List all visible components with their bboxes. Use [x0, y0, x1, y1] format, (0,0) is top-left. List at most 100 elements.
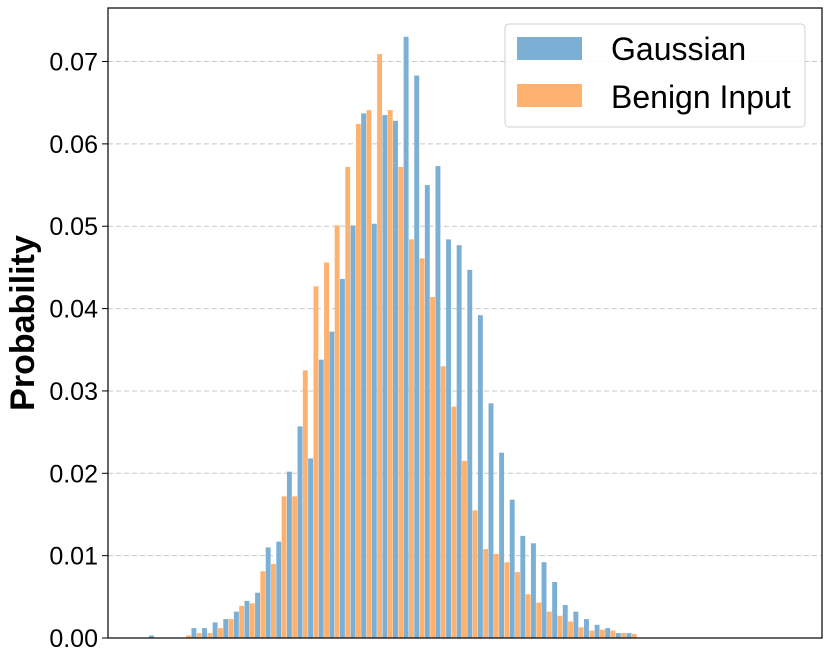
- bar-gaussian: [149, 635, 154, 638]
- bar-gaussian: [530, 543, 536, 638]
- bar-gaussian: [477, 315, 483, 638]
- bar-gaussian: [393, 120, 398, 638]
- bar-gaussian: [509, 499, 515, 638]
- bar-benign-input: [557, 615, 563, 638]
- bar-gaussian: [435, 166, 441, 638]
- bar-benign-input: [419, 258, 425, 638]
- bar-benign-input: [366, 110, 372, 639]
- bar-benign-input: [536, 602, 542, 638]
- y-tick-label: 0.00: [49, 625, 98, 653]
- bar-gaussian: [212, 622, 218, 638]
- bar-gaussian: [318, 359, 324, 638]
- bar-gaussian: [573, 611, 579, 638]
- bar-benign-input: [239, 605, 245, 638]
- bar-benign-input: [504, 562, 510, 638]
- bar-benign-input: [345, 166, 351, 638]
- bar-gaussian: [446, 239, 451, 638]
- bar-benign-input: [483, 549, 489, 638]
- bar-benign-input: [228, 619, 234, 638]
- plot-frame: [107, 7, 823, 639]
- bar-gaussian: [467, 269, 473, 638]
- bar-benign-input: [249, 603, 255, 638]
- y-axis-label: Probability: [4, 235, 42, 411]
- bar-gaussian: [339, 278, 345, 638]
- y-tick-label: 0.01: [49, 543, 98, 571]
- bar-benign-input: [281, 496, 287, 638]
- bar-benign-input: [387, 110, 393, 639]
- bar-benign-input: [546, 611, 552, 638]
- bar-benign-input: [292, 496, 298, 638]
- bar-gaussian: [626, 633, 632, 638]
- bar-gaussian: [329, 331, 335, 638]
- legend: Gaussian Benign Input: [504, 23, 806, 128]
- bar-benign-input: [462, 460, 467, 638]
- bar-gaussian: [382, 115, 388, 638]
- bar-benign-input: [525, 594, 531, 638]
- legend-label-gaussian: Gaussian: [611, 31, 746, 67]
- bar-gaussian: [594, 624, 600, 638]
- bar-benign-input: [578, 627, 584, 638]
- y-tick-label: 0.02: [49, 460, 98, 488]
- bar-gaussian: [520, 535, 526, 638]
- bar-gaussian: [371, 223, 377, 638]
- bar-benign-input: [631, 633, 637, 638]
- bar-gaussian: [488, 403, 494, 638]
- bar-benign-input: [621, 633, 627, 638]
- bar-benign-input: [430, 297, 436, 638]
- bar-gaussian: [265, 547, 271, 638]
- bar-gaussian: [605, 628, 611, 638]
- bar-benign-input: [271, 563, 276, 638]
- legend-label-benign-input: Benign Input: [611, 79, 791, 115]
- y-tick-label: 0.06: [49, 131, 98, 159]
- legend-swatch-benign-input: [517, 84, 582, 107]
- bar-benign-input: [599, 629, 605, 638]
- y-tick-label: 0.04: [49, 296, 98, 324]
- bar-gaussian: [424, 185, 430, 638]
- bar-gaussian: [562, 605, 568, 638]
- bar-gaussian: [223, 619, 229, 638]
- bar-gaussian: [244, 600, 250, 638]
- bar-benign-input: [377, 54, 383, 639]
- bar-benign-input: [355, 124, 361, 639]
- y-tick-label: 0.03: [49, 378, 98, 406]
- bar-benign-input: [398, 166, 404, 638]
- bars: [149, 36, 637, 639]
- bar-gaussian: [202, 628, 207, 638]
- bar-benign-input: [515, 572, 520, 638]
- bar-benign-input: [408, 239, 414, 638]
- bar-gaussian: [552, 582, 558, 638]
- bar-gaussian: [541, 562, 547, 638]
- bar-gaussian: [361, 113, 367, 638]
- bar-benign-input: [313, 286, 319, 638]
- bar-gaussian: [255, 592, 261, 638]
- bar-benign-input: [440, 366, 446, 638]
- y-tick-label: 0.07: [49, 49, 98, 77]
- bar-gaussian: [191, 628, 197, 638]
- y-axis-ticks: 0.00 0.01 0.02 0.03 0.04 0.05 0.06 0.07: [49, 49, 108, 653]
- bar-benign-input: [302, 370, 308, 638]
- bar-gaussian: [297, 426, 303, 638]
- bar-benign-input: [589, 630, 595, 638]
- bar-benign-input: [196, 633, 202, 638]
- bar-benign-input: [472, 510, 478, 638]
- bar-benign-input: [324, 262, 329, 638]
- legend-swatch-gaussian: [517, 37, 582, 60]
- bar-gaussian: [403, 36, 409, 638]
- bar-gaussian: [308, 458, 314, 638]
- bar-gaussian: [456, 245, 462, 638]
- bar-gaussian: [350, 225, 356, 638]
- bar-benign-input: [186, 635, 192, 638]
- bar-gaussian: [499, 452, 505, 638]
- bar-benign-input: [217, 628, 223, 638]
- bar-gaussian: [276, 541, 282, 638]
- bar-benign-input: [493, 554, 499, 638]
- y-tick-label: 0.05: [49, 213, 98, 241]
- bar-benign-input: [610, 630, 616, 638]
- bar-benign-input: [207, 633, 213, 638]
- bar-gaussian: [286, 471, 292, 638]
- bar-benign-input: [260, 571, 266, 638]
- bar-gaussian: [584, 619, 589, 638]
- bar-benign-input: [568, 621, 574, 638]
- bar-benign-input: [334, 225, 340, 638]
